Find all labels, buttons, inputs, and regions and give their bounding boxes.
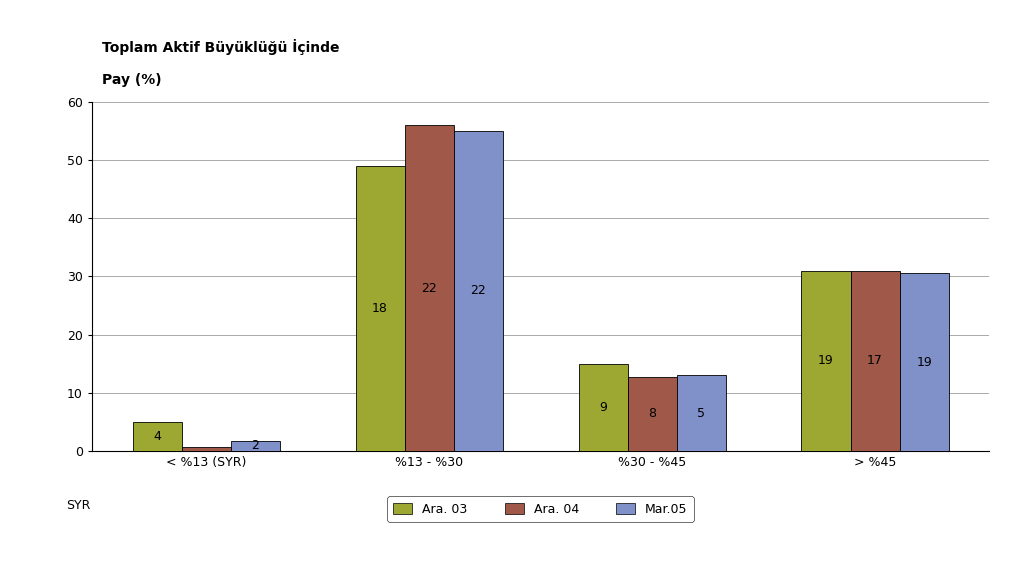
Text: 17: 17 [866, 354, 882, 367]
Text: 18: 18 [372, 302, 387, 315]
Text: 8: 8 [647, 407, 655, 420]
Bar [676, 376, 725, 451]
Bar [627, 377, 676, 451]
Bar [181, 447, 230, 451]
Bar [899, 274, 948, 451]
Text: Pay (%): Pay (%) [102, 73, 161, 87]
Text: 19: 19 [915, 356, 931, 369]
Bar [405, 125, 453, 451]
Bar [850, 271, 899, 451]
Text: Toplam Aktif Büyüklüğü İçinde: Toplam Aktif Büyüklüğü İçinde [102, 39, 339, 55]
Text: 4: 4 [153, 430, 161, 443]
Bar [578, 364, 627, 451]
Text: SYR: SYR [66, 499, 91, 512]
Bar [356, 166, 405, 451]
Text: 22: 22 [421, 281, 436, 294]
Bar [230, 440, 279, 451]
Text: 19: 19 [817, 354, 834, 367]
Bar [453, 131, 502, 451]
Text: 9: 9 [598, 401, 606, 414]
Text: 2: 2 [251, 439, 259, 452]
Bar [132, 422, 181, 451]
Text: 22: 22 [470, 284, 486, 297]
Bar [801, 271, 850, 451]
Legend: Ara. 03, Ara. 04, Mar.05: Ara. 03, Ara. 04, Mar.05 [387, 496, 693, 522]
Text: 5: 5 [696, 407, 704, 420]
